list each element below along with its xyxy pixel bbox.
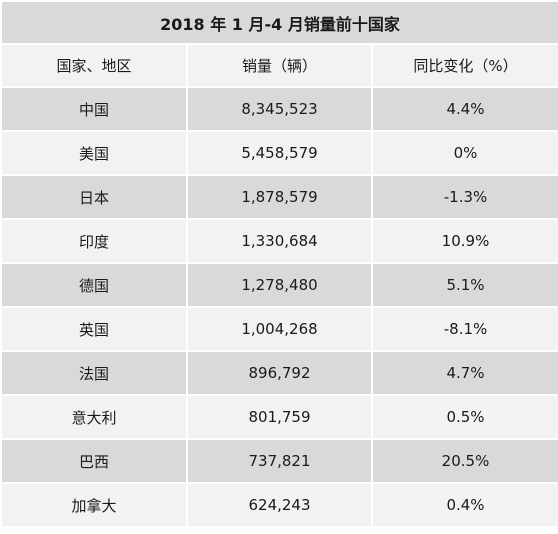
country-cell: 印度 [2, 220, 186, 262]
change-cell: 20.5% [373, 440, 558, 482]
country-cell: 法国 [2, 352, 186, 394]
table-row: 美国 5,458,579 0% [2, 132, 558, 174]
country-cell: 加拿大 [2, 484, 186, 526]
change-cell: 0% [373, 132, 558, 174]
sales-cell: 1,330,684 [188, 220, 371, 262]
table-row: 日本 1,878,579 -1.3% [2, 176, 558, 218]
sales-cell: 737,821 [188, 440, 371, 482]
table-row: 法国 896,792 4.7% [2, 352, 558, 394]
table-row: 印度 1,330,684 10.9% [2, 220, 558, 262]
table-row: 英国 1,004,268 -8.1% [2, 308, 558, 350]
change-cell: 4.7% [373, 352, 558, 394]
change-cell: 10.9% [373, 220, 558, 262]
header-change: 同比变化（%） [373, 45, 558, 86]
table-row: 德国 1,278,480 5.1% [2, 264, 558, 306]
table-row: 加拿大 624,243 0.4% [2, 484, 558, 526]
change-cell: 5.1% [373, 264, 558, 306]
table-row: 意大利 801,759 0.5% [2, 396, 558, 438]
country-cell: 英国 [2, 308, 186, 350]
sales-cell: 5,458,579 [188, 132, 371, 174]
table-title-row: 2018 年 1 月-4 月销量前十国家 [2, 2, 558, 43]
sales-cell: 624,243 [188, 484, 371, 526]
country-cell: 中国 [2, 88, 186, 130]
country-cell: 德国 [2, 264, 186, 306]
change-cell: -1.3% [373, 176, 558, 218]
sales-cell: 1,004,268 [188, 308, 371, 350]
country-cell: 日本 [2, 176, 186, 218]
country-cell: 美国 [2, 132, 186, 174]
header-country: 国家、地区 [2, 45, 186, 86]
table-header-row: 国家、地区 销量（辆） 同比变化（%） [2, 45, 558, 86]
country-cell: 巴西 [2, 440, 186, 482]
sales-cell: 896,792 [188, 352, 371, 394]
sales-cell: 1,878,579 [188, 176, 371, 218]
change-cell: 0.4% [373, 484, 558, 526]
sales-cell: 8,345,523 [188, 88, 371, 130]
country-cell: 意大利 [2, 396, 186, 438]
change-cell: -8.1% [373, 308, 558, 350]
change-cell: 4.4% [373, 88, 558, 130]
sales-cell: 1,278,480 [188, 264, 371, 306]
header-sales: 销量（辆） [188, 45, 371, 86]
table-row: 中国 8,345,523 4.4% [2, 88, 558, 130]
change-cell: 0.5% [373, 396, 558, 438]
table-row: 巴西 737,821 20.5% [2, 440, 558, 482]
table-title: 2018 年 1 月-4 月销量前十国家 [2, 2, 558, 43]
sales-cell: 801,759 [188, 396, 371, 438]
